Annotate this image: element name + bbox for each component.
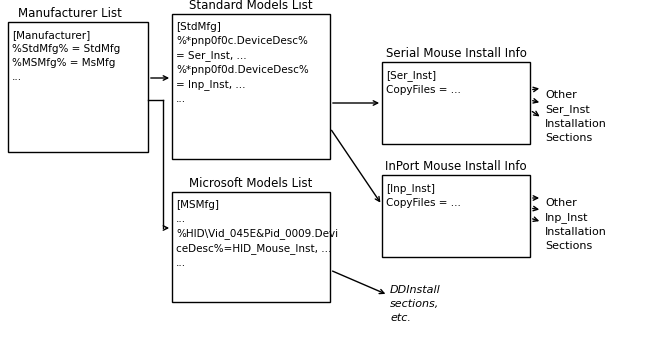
Text: [Ser_Inst]
CopyFiles = ...: [Ser_Inst] CopyFiles = ... (386, 70, 461, 95)
Text: DDInstall
sections,
etc.: DDInstall sections, etc. (390, 285, 441, 323)
Bar (172, 14, 330, 159)
Text: [Inp_Inst]
CopyFiles = ...: [Inp_Inst] CopyFiles = ... (386, 183, 461, 208)
Text: Other
Inp_Inst
Installation
Sections: Other Inp_Inst Installation Sections (545, 198, 607, 251)
Text: Standard Models List: Standard Models List (189, 0, 313, 12)
Text: [StdMfg]
%*pnp0f0c.DeviceDesc%
= Ser_Inst, ...
%*pnp0f0d.DeviceDesc%
= Inp_Inst,: [StdMfg] %*pnp0f0c.DeviceDesc% = Ser_Ins… (176, 22, 309, 104)
Text: Serial Mouse Install Info: Serial Mouse Install Info (386, 47, 527, 60)
Text: Other
Ser_Inst
Installation
Sections: Other Ser_Inst Installation Sections (545, 90, 607, 143)
Text: [Manufacturer]
%StdMfg% = StdMfg
%MSMfg% = MsMfg
...: [Manufacturer] %StdMfg% = StdMfg %MSMfg%… (12, 30, 120, 82)
Bar (382, 62, 530, 144)
Bar (382, 175, 530, 257)
Bar (8, 22, 148, 152)
Text: [MSMfg]
...
%HID\Vid_045E&Pid_0009.Devi
ceDesc%=HID_Mouse_Inst, ...
...: [MSMfg] ... %HID\Vid_045E&Pid_0009.Devi … (176, 200, 338, 268)
Text: InPort Mouse Install Info: InPort Mouse Install Info (386, 160, 527, 173)
Text: Microsoft Models List: Microsoft Models List (189, 177, 312, 190)
Text: Manufacturer List: Manufacturer List (18, 7, 122, 20)
Bar (172, 192, 330, 302)
